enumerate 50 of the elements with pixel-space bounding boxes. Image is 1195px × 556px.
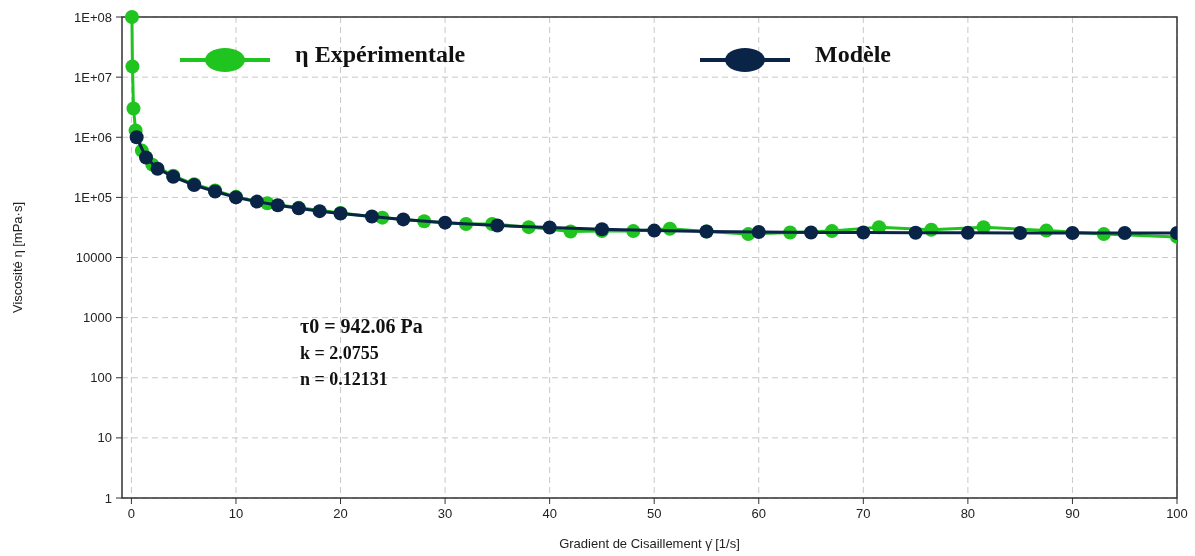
point	[1117, 226, 1132, 241]
x-tick-label: 70	[856, 506, 871, 521]
y-tick-label: 1E+08	[74, 9, 112, 25]
point	[312, 204, 327, 219]
y-tick-label: 1E+06	[74, 129, 112, 145]
point	[647, 223, 662, 238]
point	[438, 215, 453, 230]
y-tick-label: 1E+07	[74, 69, 112, 85]
point	[751, 225, 766, 240]
point	[249, 194, 264, 209]
point	[490, 218, 505, 233]
point	[908, 225, 923, 240]
x-tick-label: 20	[333, 506, 348, 521]
x-tick-label: 40	[542, 506, 557, 521]
point	[856, 225, 871, 240]
point	[126, 101, 141, 116]
y-tick-label: 100	[90, 370, 112, 386]
x-tick-label: 100	[1166, 506, 1188, 521]
point	[960, 225, 975, 240]
point	[1065, 225, 1080, 240]
x-tick-label: 50	[646, 506, 662, 521]
y-tick-label: 1E+05	[74, 189, 112, 205]
y-tick-label: 10000	[75, 250, 112, 266]
point	[364, 209, 379, 224]
point	[139, 150, 154, 165]
x-tick-label: 30	[437, 506, 453, 521]
y-tick-label: 10	[97, 430, 112, 446]
annotation: τ0 = 942.06 Pa	[300, 315, 423, 337]
point	[396, 212, 411, 227]
y-axis-title: Viscosité η [mPa·s]	[10, 201, 25, 314]
point	[124, 10, 139, 24]
annotation: k = 2.0755	[300, 343, 379, 363]
point	[129, 130, 144, 145]
x-tick-label: 0	[127, 506, 136, 521]
y-tick-label: 1	[104, 490, 112, 506]
point	[125, 59, 140, 74]
point	[270, 198, 285, 213]
legend-label: Modèle	[815, 41, 892, 68]
legend-label: η Expérimentale	[295, 41, 466, 68]
x-tick-label: 60	[751, 506, 766, 521]
point	[150, 161, 165, 176]
x-tick-label: 80	[960, 506, 976, 521]
point	[542, 220, 557, 235]
annotation: n = 0.12131	[300, 369, 388, 389]
x-axis-title: Gradient de Cisaillement γ̇ [1/s]	[559, 536, 740, 551]
point	[804, 225, 819, 240]
x-tick-label: 90	[1065, 506, 1080, 521]
point	[1013, 225, 1028, 240]
x-tick-label: 10	[228, 506, 244, 521]
y-tick-label: 1000	[83, 310, 112, 326]
